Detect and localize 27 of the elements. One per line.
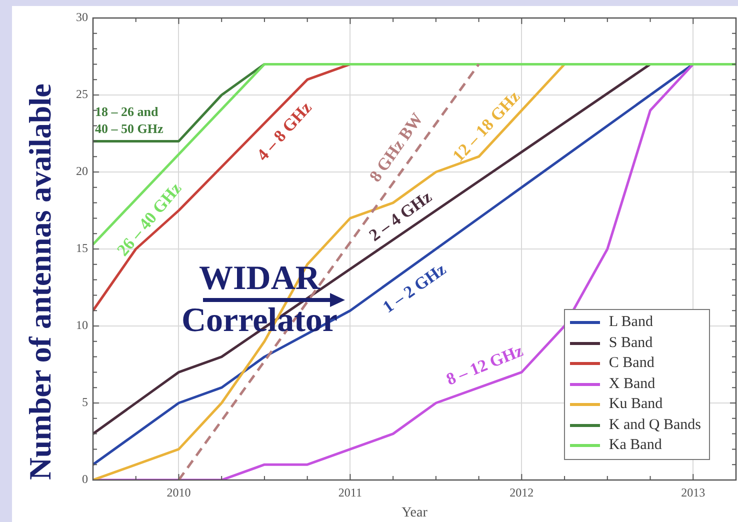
y-tick-label: 30 bbox=[76, 10, 88, 24]
y-tick-label: 10 bbox=[76, 318, 88, 332]
y-tick-label: 5 bbox=[82, 395, 88, 410]
y-tick-label: 15 bbox=[76, 241, 88, 256]
y-tick-label: 25 bbox=[76, 87, 88, 102]
annotation: 12 – 18 GHz bbox=[448, 86, 524, 166]
legend-label: C Band bbox=[608, 355, 654, 372]
annotation: 1 – 2 GHz bbox=[379, 259, 450, 317]
y-tick-label: 0 bbox=[82, 472, 88, 486]
y-axis-title: Number of antennas available bbox=[22, 84, 58, 480]
annotation: 8 – 12 GHz bbox=[444, 340, 526, 389]
y-tick-label: 20 bbox=[76, 164, 88, 178]
legend-label: X Band bbox=[608, 376, 656, 393]
annotation: 26 – 40 GHz bbox=[113, 178, 186, 260]
annotation: 18 – 26 and 40 – 50 GHz bbox=[95, 104, 164, 136]
x-tick-label: 2011 bbox=[338, 485, 362, 500]
x-axis-title: Year bbox=[402, 505, 428, 520]
annotation: 2 – 4 GHz bbox=[366, 186, 436, 246]
legend-label: L Band bbox=[608, 314, 653, 332]
legend-label: S Band bbox=[608, 334, 653, 352]
x-tick-label: 2013 bbox=[681, 485, 706, 500]
x-tick-label: 2012 bbox=[510, 485, 534, 500]
x-tick-label: 2010 bbox=[166, 485, 191, 500]
legend-label: Ka Band bbox=[608, 437, 662, 454]
legend-label: Ku Band bbox=[608, 396, 663, 414]
legend-label: K and Q Bands bbox=[608, 416, 701, 434]
annotation: 4 – 8 GHz bbox=[252, 98, 316, 164]
